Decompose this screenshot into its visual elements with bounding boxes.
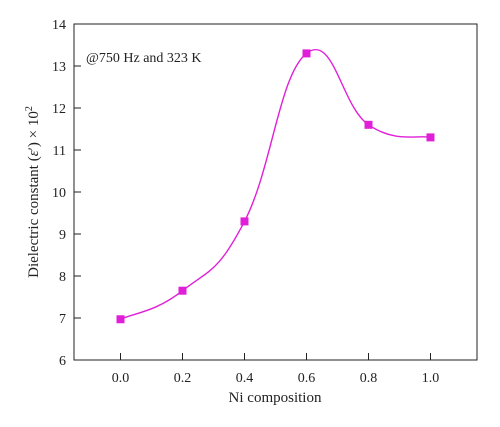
x-tick-labels: 0.0 0.2 0.4 0.6 0.8 1.0: [112, 371, 440, 386]
y-tick-label: 10: [52, 186, 66, 201]
y-axis-title-exponent: 2: [24, 106, 35, 111]
series-curve: [120, 49, 431, 320]
x-tick-label: 0.4: [236, 371, 254, 386]
y-tick-label: 9: [59, 228, 66, 243]
y-tick-labels: 6 7 8 9 10 11 12 13 14: [52, 18, 66, 369]
data-point: [240, 217, 249, 226]
data-point: [364, 120, 373, 129]
annotation-text: @750 Hz and 323 K: [86, 51, 202, 66]
series-markers: [116, 49, 435, 324]
x-tick-label: 0.8: [360, 371, 378, 386]
y-tick-label: 14: [52, 18, 66, 33]
data-point: [178, 286, 187, 295]
y-axis-title: Dielectric constant (ε′) × 102: [24, 106, 42, 278]
data-point: [116, 315, 125, 324]
y-tick-label: 7: [59, 312, 66, 327]
y-tick-label: 8: [59, 270, 66, 285]
x-tick-label: 1.0: [422, 371, 440, 386]
data-point: [426, 133, 435, 142]
x-tick-label: 0.2: [174, 371, 192, 386]
y-axis-title-suffix: ) × 10: [26, 111, 42, 147]
y-axis-title-symbol: ε: [26, 150, 42, 156]
ticks: [74, 23, 431, 361]
y-axis-title-prime: ′: [26, 147, 42, 150]
y-tick-label: 12: [52, 102, 66, 117]
data-point: [302, 49, 311, 58]
y-tick-label: 6: [59, 354, 66, 369]
y-axis-title-prefix: Dielectric constant (: [26, 156, 42, 278]
plot-frame: [73, 23, 478, 361]
y-tick-label: 13: [52, 60, 66, 75]
x-axis-title: Ni composition: [229, 390, 322, 406]
x-tick-label: 0.6: [298, 371, 316, 386]
y-tick-label: 11: [53, 144, 66, 159]
x-tick-label: 0.0: [112, 371, 130, 386]
